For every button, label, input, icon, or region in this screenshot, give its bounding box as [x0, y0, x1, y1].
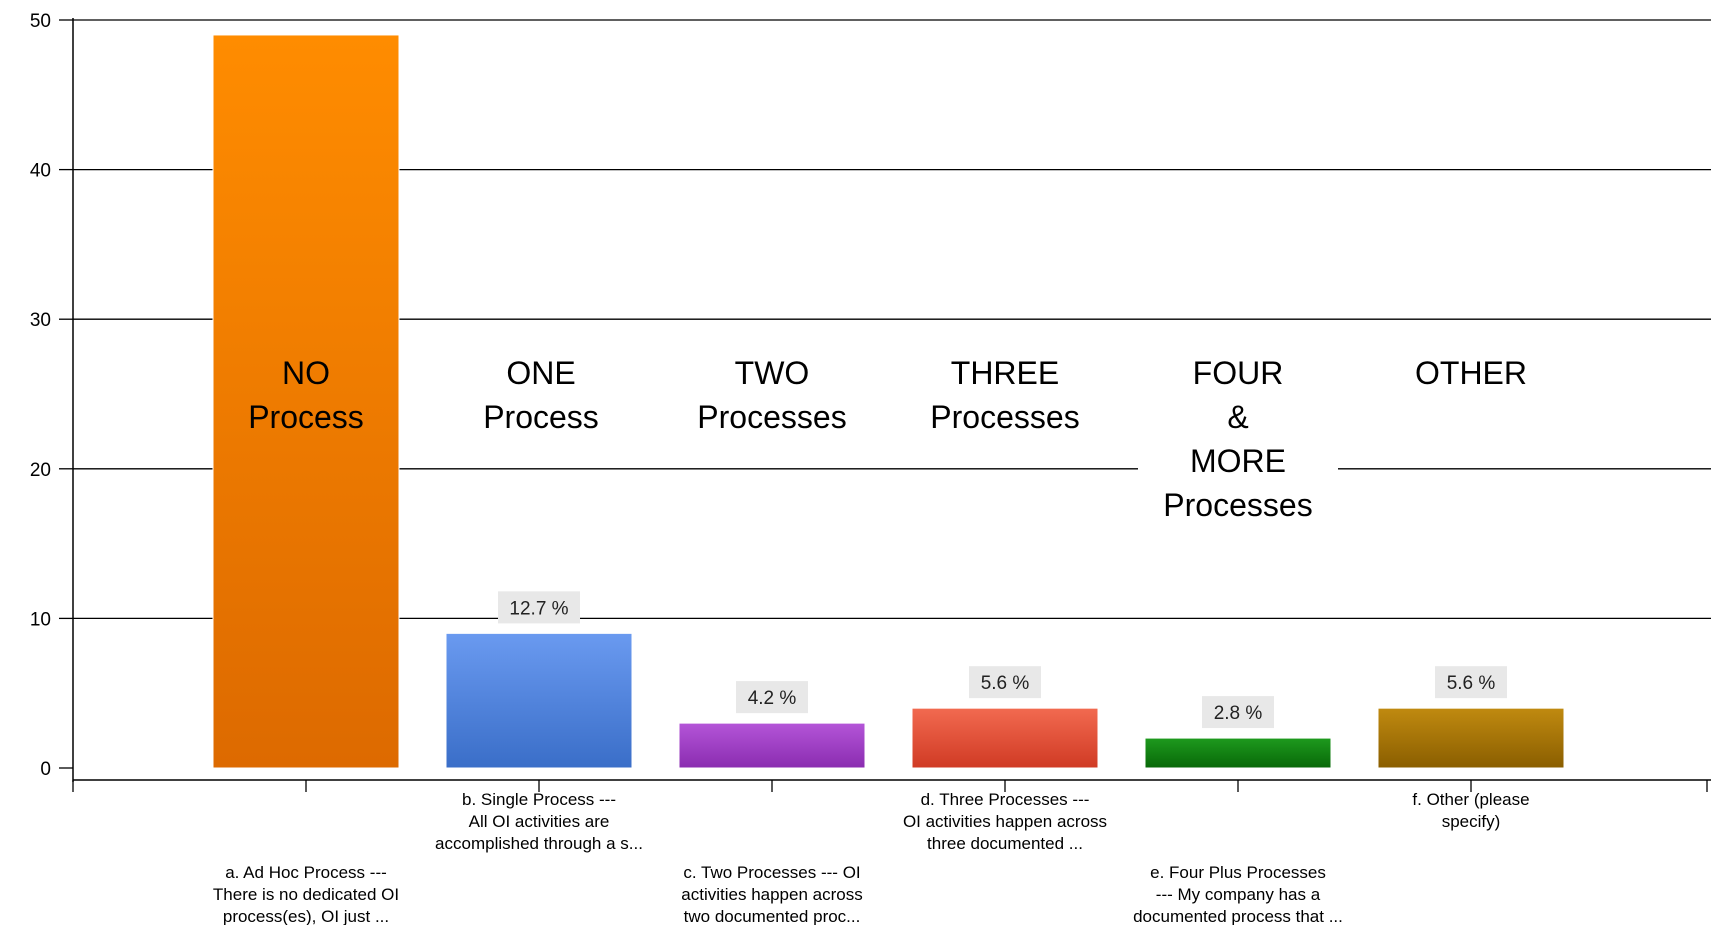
category-labels: a. Ad Hoc Process --- There is no dedicat…: [213, 790, 1530, 925]
bar-5: [1377, 707, 1565, 769]
data-label-box-1: [498, 591, 580, 624]
category-label-2-line-0: c. Two Processes --- OI: [683, 863, 860, 882]
data-label-5: 5.6 %: [1447, 673, 1496, 694]
annotation-2-line-0: TWO: [735, 355, 810, 391]
data-label-2: 4.2 %: [748, 688, 797, 709]
data-label-4: 2.8 %: [1214, 703, 1263, 724]
data-labels: 12.7 % 4.2 % 5.6 % 2.8 % 5.6 %: [498, 591, 1507, 729]
y-tick-label-5: 50: [30, 11, 51, 32]
annotation-bg-4: [1138, 448, 1338, 526]
annotation-3-line-0: THREE: [951, 355, 1059, 391]
category-label-5-line-1: specify): [1442, 812, 1501, 831]
annotation-3-line-1: Processes: [930, 399, 1079, 435]
category-label-1-line-1: All OI activities are: [469, 812, 610, 831]
category-label-3-line-0: d. Three Processes ---: [921, 790, 1090, 809]
annotation-4-line-2: MORE: [1190, 443, 1286, 479]
bar-4: [1144, 737, 1332, 769]
bar-1: [445, 632, 633, 769]
annotations: NO Process ONE Process TWO Processes THREE Proc…: [248, 355, 1527, 526]
annotation-2-line-1: Processes: [697, 399, 846, 435]
y-tick-label-2: 20: [30, 460, 51, 481]
bar-0: [212, 34, 400, 769]
annotation-1-line-0: ONE: [506, 355, 575, 391]
data-label-box-5: [1435, 666, 1507, 699]
data-label-1: 12.7 %: [509, 598, 568, 619]
category-label-0-line-1: There is no dedicated OI: [213, 885, 399, 904]
annotation-4-line-1: &: [1227, 399, 1248, 435]
y-tick-label-1: 10: [30, 609, 51, 630]
y-tick-label-4: 40: [30, 161, 51, 182]
annotation-5-line-0: OTHER: [1415, 355, 1527, 391]
bar-2: [678, 722, 866, 769]
annotation-0-line-0: NO: [282, 355, 330, 391]
category-label-1-line-2: accomplished through a s...: [435, 834, 643, 853]
data-label-box-2: [736, 681, 808, 714]
axes: 0 10 20 30 40 50: [30, 11, 1711, 792]
category-label-4-line-1: --- My company has a: [1156, 885, 1321, 904]
category-label-3-line-1: OI activities happen across: [903, 812, 1107, 831]
y-tick-label-3: 30: [30, 310, 51, 331]
bars: [212, 34, 1565, 769]
category-label-2-line-1: activities happen across: [681, 885, 862, 904]
bar-3: [911, 707, 1099, 769]
category-label-4-line-2: documented process that ...: [1133, 907, 1343, 925]
annotation-1-line-1: Process: [483, 399, 599, 435]
category-label-1-line-0: b. Single Process ---: [462, 790, 616, 809]
annotation-4-line-0: FOUR: [1193, 355, 1284, 391]
y-tick-label-0: 0: [40, 759, 51, 780]
category-label-5-line-0: f. Other (please: [1412, 790, 1529, 809]
category-label-4-line-0: e. Four Plus Processes: [1150, 863, 1326, 882]
data-label-box-3: [969, 666, 1041, 699]
category-label-0-line-0: a. Ad Hoc Process ---: [225, 863, 387, 882]
data-label-box-4: [1202, 696, 1274, 729]
category-label-3-line-2: three documented ...: [927, 834, 1083, 853]
annotation-4-line-3: Processes: [1163, 487, 1312, 523]
annotation-0-line-1: Process: [248, 399, 364, 435]
data-label-3: 5.6 %: [981, 673, 1030, 694]
category-label-2-line-2: two documented proc...: [684, 907, 861, 925]
category-label-0-line-2: process(es), OI just ...: [223, 907, 389, 925]
